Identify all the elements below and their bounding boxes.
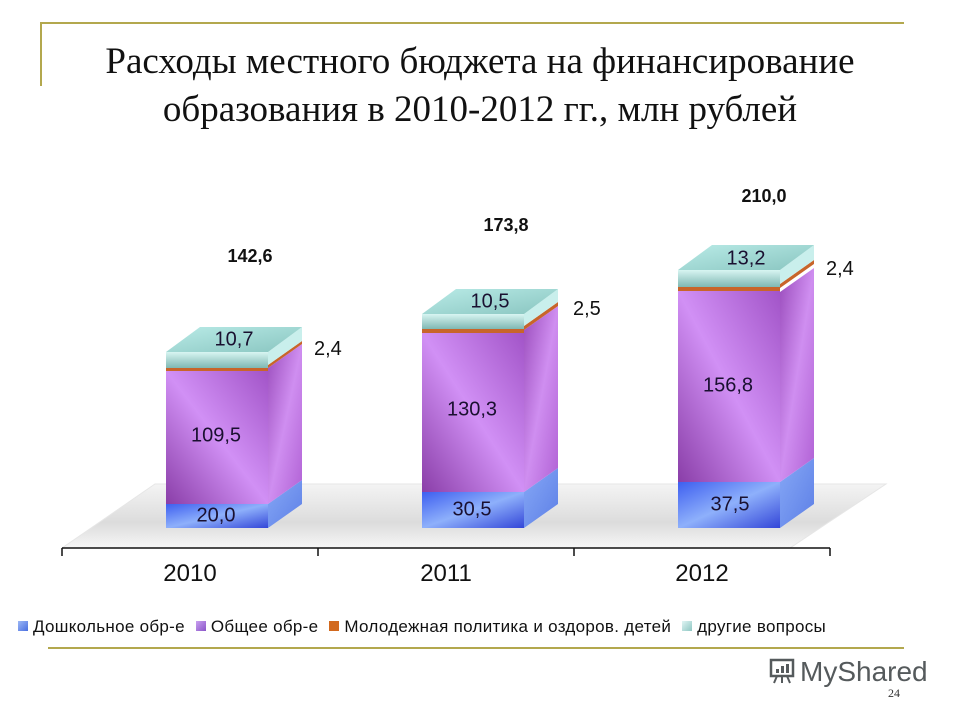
bar-2011	[422, 289, 558, 528]
total-label-2011: 173,8	[483, 215, 529, 235]
segment-preschool-side	[268, 480, 302, 528]
legend-item-preschool: Дошкольное обр-е	[18, 617, 185, 637]
chart-legend: Дошкольное обр-е Общее обр-е Молодежная …	[18, 617, 832, 637]
segment-other-side	[268, 327, 302, 365]
label-youth-2012: 2,4	[826, 258, 854, 280]
gold-rule-left	[40, 22, 42, 86]
presentation-board-icon	[769, 658, 795, 684]
label-youth-2011: 2,5	[573, 298, 601, 320]
label-preschool-2010: 20,0	[196, 504, 236, 527]
title-line-1: Расходы местного бюджета на финансирован…	[105, 41, 855, 82]
legend-swatch-blue	[18, 621, 28, 631]
legend-item-youth: Молодежная политика и оздоров. детей	[329, 617, 671, 637]
watermark: MyShared	[768, 656, 928, 688]
label-general-2011: 130,3	[446, 398, 498, 421]
x-tick-2012: 2012	[675, 560, 729, 587]
label-general-2012: 156,8	[702, 374, 754, 397]
x-tick-2011: 2011	[420, 560, 472, 587]
slide-title: Расходы местного бюджета на финансирован…	[0, 38, 960, 134]
legend-swatch-cyan	[682, 621, 693, 631]
x-tick-2010: 2010	[163, 560, 217, 587]
gold-rule-top	[40, 22, 904, 24]
label-general-2010: 109,5	[190, 424, 242, 447]
legend-swatch-orange	[329, 621, 340, 631]
segment-general-side	[268, 344, 302, 504]
total-label-2012: 210,0	[741, 186, 787, 206]
total-label-2010: 142,6	[227, 246, 273, 266]
segment-preschool	[166, 504, 268, 528]
segment-youth-side	[268, 341, 302, 368]
legend-swatch-purple	[195, 621, 206, 631]
legend-item-general: Общее обр-е	[195, 617, 318, 637]
segment-youth	[166, 368, 268, 371]
bar-2010	[166, 327, 302, 528]
segment-other	[166, 352, 268, 368]
bar-2012	[678, 245, 814, 528]
label-other-2011: 10,5	[470, 290, 510, 313]
title-line-2: образования в 2010-2012 гг., млн рублей	[162, 89, 798, 130]
page-number: 24	[888, 686, 900, 700]
label-other-2012: 13,2	[726, 247, 766, 270]
label-preschool-2011: 30,5	[452, 498, 492, 521]
label-other-2010: 10,7	[214, 328, 254, 351]
segment-general	[166, 371, 268, 504]
segment-other-top	[166, 327, 302, 352]
label-preschool-2012: 37,5	[710, 493, 750, 516]
legend-item-other: другие вопросы	[682, 617, 826, 637]
gold-rule-bottom	[48, 647, 904, 649]
label-youth-2010: 2,4	[314, 338, 342, 360]
